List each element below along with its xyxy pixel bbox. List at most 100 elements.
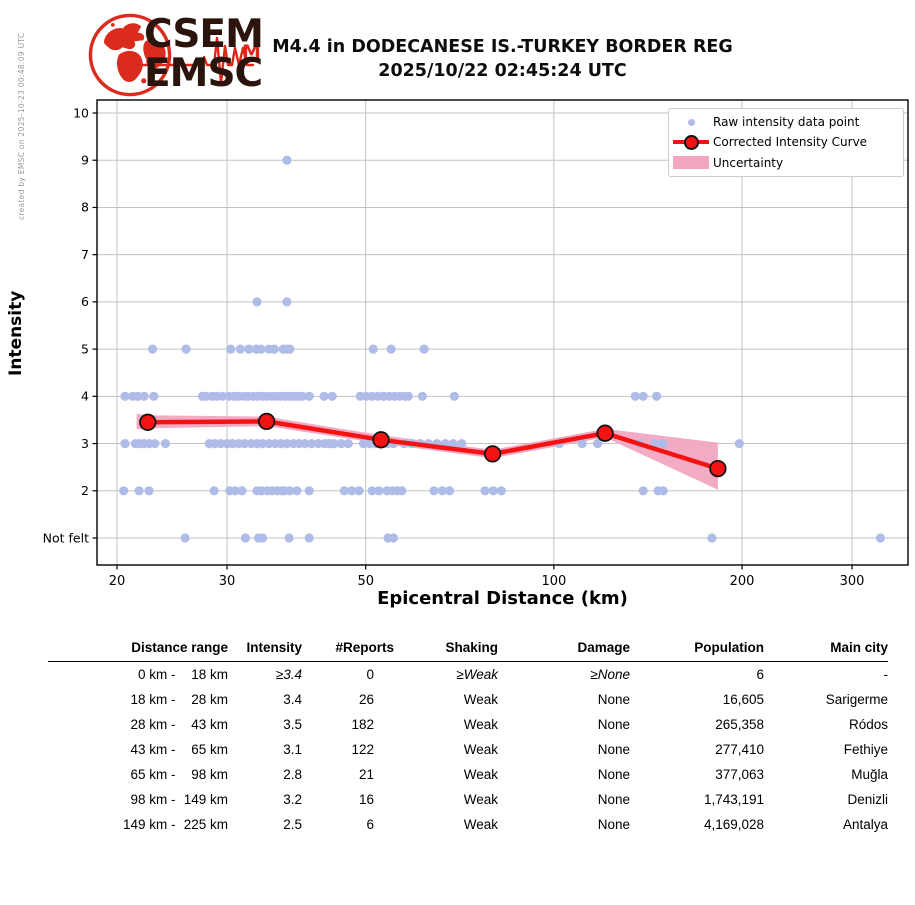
cell-city: Fethiye xyxy=(843,742,888,757)
x-tick-labels: 20 30 50 100 200 300 xyxy=(109,565,865,589)
svg-text:9: 9 xyxy=(81,153,89,168)
title-datetime: 2025/10/22 02:45:24 UTC xyxy=(378,60,627,81)
seismogram-icon xyxy=(138,36,255,85)
table-row: 18 km - 28 km 3.4 26 Weak None 16,605 Sarigerm… xyxy=(48,687,888,712)
legend-label: Corrected Intensity Curve xyxy=(713,135,868,150)
cell-int: 2.5 xyxy=(283,817,302,832)
table-row: 0 km - 18 km ≥3.4 0 ≥Weak ≥None 6 - xyxy=(48,662,888,688)
svg-text:Not felt: Not felt xyxy=(43,530,89,545)
cell-distance-range: 43 km - 65 km xyxy=(130,742,228,757)
cell-shake: Weak xyxy=(463,717,498,732)
cell-city: Ródos xyxy=(848,717,888,732)
cell-distance-range: 28 km - 43 km xyxy=(130,717,228,732)
cell-rep: 0 xyxy=(366,667,374,682)
cell-shake: ≥Weak xyxy=(456,667,498,682)
table-row: 43 km - 65 km 3.1 122 Weak None 277,410 Fethiy… xyxy=(48,737,888,762)
globe-icon xyxy=(88,13,172,97)
cell-city: Sarigerme xyxy=(825,692,888,707)
cell-int: 3.4 xyxy=(283,692,302,707)
cell-pop: 377,063 xyxy=(715,767,764,782)
svg-text:300: 300 xyxy=(840,574,865,589)
curve-markers xyxy=(139,412,727,478)
y-axis-label: Intensity xyxy=(6,290,26,376)
cell-shake: Weak xyxy=(463,692,498,707)
cell-int: 3.5 xyxy=(283,717,302,732)
legend-item-raw: Raw intensity data point xyxy=(669,112,903,132)
table-row: 149 km - 225 km 2.5 6 Weak None 4,169,028 Anta… xyxy=(48,812,888,837)
cell-dmg: None xyxy=(597,792,630,807)
cell-distance-range: 98 km - 149 km xyxy=(130,792,228,807)
y-tick-labels: 10 9 8 7 6 5 4 3 2 Not felt xyxy=(43,105,97,545)
cell-shake: Weak xyxy=(463,742,498,757)
cell-dmg: None xyxy=(597,742,630,757)
legend-label: Raw intensity data point xyxy=(713,115,860,130)
svg-text:6: 6 xyxy=(81,294,89,309)
column-header-city: Main city xyxy=(764,637,888,662)
cell-rep: 16 xyxy=(358,792,374,807)
x-axis-label: Epicentral Distance (km) xyxy=(377,588,628,609)
svg-text:50: 50 xyxy=(357,574,374,589)
svg-text:7: 7 xyxy=(81,247,89,262)
cell-int: 3.2 xyxy=(283,792,302,807)
svg-text:10: 10 xyxy=(73,105,89,120)
cell-dmg: None xyxy=(597,767,630,782)
cell-rep: 122 xyxy=(351,742,374,757)
cell-city: - xyxy=(883,667,889,682)
raw-intensity-points xyxy=(119,155,886,543)
logo-emsc-text: EMSC xyxy=(144,51,263,96)
legend-item-curve: Corrected Intensity Curve xyxy=(669,132,903,152)
plot-frame xyxy=(96,99,909,566)
logo-csem-text: CSEM xyxy=(144,12,264,57)
cell-pop: 16,605 xyxy=(722,692,764,707)
svg-text:2: 2 xyxy=(81,483,89,498)
cell-city: Antalya xyxy=(842,817,888,832)
raw-point-swatch-icon xyxy=(669,118,713,126)
cell-pop: 4,169,028 xyxy=(703,817,764,832)
cell-int: ≥3.4 xyxy=(275,667,302,682)
table-row: 65 km - 98 km 2.8 21 Weak None 377,063 Muğla xyxy=(48,762,888,787)
cell-distance-range: 149 km - 225 km xyxy=(122,817,228,832)
table-row: 98 km - 149 km 3.2 16 Weak None 1,743,191 Deni… xyxy=(48,787,888,812)
uncertainty-band xyxy=(136,413,718,490)
svg-text:4: 4 xyxy=(81,389,89,404)
cell-pop: 265,358 xyxy=(715,717,764,732)
column-header-pop: Population xyxy=(630,637,764,662)
column-header-range: Distance range xyxy=(48,637,228,662)
cell-rep: 21 xyxy=(358,767,374,782)
cell-distance-range: 0 km - 18 km xyxy=(137,667,228,682)
title-event: M4.4 in DODECANESE IS.-TURKEY BORDER REG xyxy=(272,37,733,57)
cell-shake: Weak xyxy=(463,817,498,832)
svg-text:30: 30 xyxy=(219,574,236,589)
cell-dmg: None xyxy=(597,817,630,832)
svg-text:5: 5 xyxy=(81,341,89,356)
curve-swatch-icon xyxy=(669,134,713,150)
cell-pop: 1,743,191 xyxy=(703,792,764,807)
cell-city: Muğla xyxy=(851,767,888,782)
distance-intensity-table: Distance range Intensity #Reports Shaking Da… xyxy=(48,637,893,837)
table-header-row: Distance range Intensity #Reports Shaking Da… xyxy=(48,637,888,662)
cell-int: 2.8 xyxy=(283,767,302,782)
uncertainty-swatch-icon xyxy=(669,156,713,170)
cell-shake: Weak xyxy=(463,792,498,807)
cell-distance-range: 18 km - 28 km xyxy=(130,692,228,707)
page-title: M4.4 in DODECANESE IS.-TURKEY BORDER REG… xyxy=(97,36,908,83)
legend-item-uncertainty: Uncertainty xyxy=(669,153,903,173)
svg-text:100: 100 xyxy=(541,574,566,589)
svg-text:8: 8 xyxy=(81,200,89,215)
csem-emsc-logo: M CSEM EMSC xyxy=(85,8,270,103)
table-row: 28 km - 43 km 3.5 182 Weak None 265,358 Ródos xyxy=(48,712,888,737)
cell-dmg: None xyxy=(597,717,630,732)
cell-rep: 182 xyxy=(351,717,374,732)
column-header-dmg: Damage xyxy=(498,637,630,662)
cell-dmg: ≥None xyxy=(590,667,630,682)
column-header-rep: #Reports xyxy=(302,637,394,662)
cell-rep: 26 xyxy=(358,692,374,707)
column-header-int: Intensity xyxy=(228,637,302,662)
cell-distance-range: 65 km - 98 km xyxy=(130,767,228,782)
svg-text:3: 3 xyxy=(81,436,89,451)
legend-label: Uncertainty xyxy=(713,155,784,170)
cell-rep: 6 xyxy=(366,817,374,832)
cell-pop: 277,410 xyxy=(715,742,764,757)
